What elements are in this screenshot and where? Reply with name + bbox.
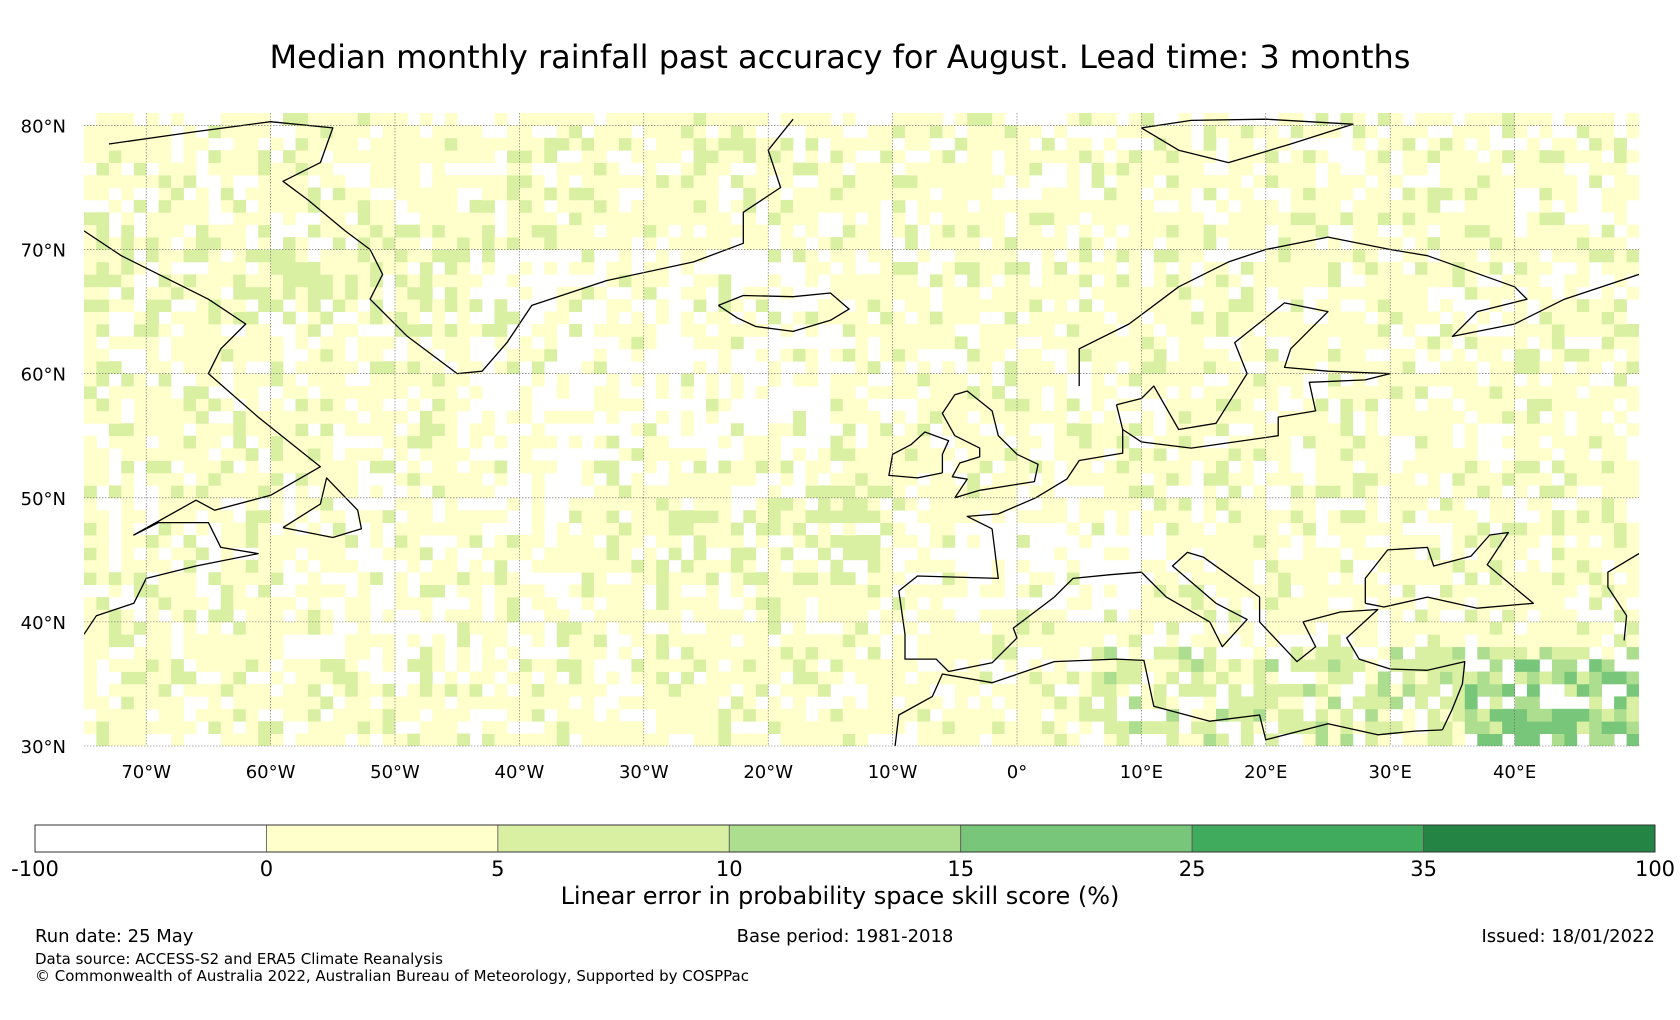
coastlines [84,118,1639,746]
colorbar-segment [497,824,730,853]
baltic-coast [1115,302,1391,449]
lat-tick-label: 80°N [21,116,66,137]
lon-tick-label: 10°E [1120,762,1163,783]
svalbard-coast [1141,118,1354,164]
data-source: Data source: ACCESS-S2 and ERA5 Climate … [35,950,443,968]
copyright: © Commonwealth of Australia 2022, Austra… [35,967,749,985]
colorbar-segment [728,824,962,853]
graticule [84,113,1639,747]
lon-tick-label: 20°E [1244,762,1287,783]
colorbar-tick-label: 35 [1410,857,1437,881]
newfoundland-coast [282,477,363,539]
europe-west-coast [966,429,1124,530]
colorbar-tick-label: -100 [11,857,59,881]
lon-tick-label: 70°W [121,762,171,783]
iberia-coast [898,528,1466,731]
lat-tick-label: 60°N [21,365,66,386]
africa-coast [894,658,1443,746]
lon-tick-label: 0° [1007,762,1027,783]
greenland-coast [108,118,794,375]
colorbar-tick-label: 100 [1635,857,1675,881]
colorbar-frame [34,824,1656,853]
latitude-labels: 80°N 70°N 60°N 50°N 40°N 30°N [21,116,66,758]
lon-tick-label: 30°E [1369,762,1412,783]
colorbar-segment [1423,824,1656,853]
lat-tick-label: 70°N [21,241,66,262]
issued-date: Issued: 18/01/2022 [1481,926,1655,947]
ireland-coast [888,431,950,479]
colorbar-tick-label: 15 [947,857,974,881]
lon-tick-label: 50°W [370,762,420,783]
longitude-labels: 70°W 60°W 50°W 40°W 30°W 20°W 10°W 0° 10°E 20°E 30… [121,762,1536,783]
skill-score-cells [84,113,1639,746]
britain-coast [941,390,1039,499]
colorbar-tick-label: 25 [1179,857,1206,881]
lon-tick-label: 40°W [495,762,545,783]
colorbar-segment [960,824,1193,853]
colorbar-label: Linear error in probability space skill … [560,882,1120,910]
caspian-west-coast [1607,553,1639,641]
colorbar-segment [266,824,499,853]
colorbar-segment [34,824,267,853]
colorbar-tick-label: 10 [716,857,743,881]
lon-tick-label: 40°E [1493,762,1536,783]
lon-tick-label: 30°W [619,762,669,783]
black-sea-coast [1364,531,1534,609]
lon-tick-label: 10°W [868,762,918,783]
colorbar-tick-label: 5 [491,857,504,881]
lon-tick-label: 20°W [743,762,793,783]
colorbar-tick-label: 0 [260,857,273,881]
scandinavia-coast [1078,236,1639,387]
base-period: Base period: 1981-2018 [736,926,954,947]
chart-title: Median monthly rainfall past accuracy fo… [269,38,1411,76]
colorbar: -100 0 5 10 15 25 35 100 [11,824,1675,881]
lat-tick-label: 30°N [21,737,66,758]
lon-tick-label: 60°W [246,762,296,783]
lat-tick-label: 40°N [21,613,66,634]
canada-coast [84,230,322,635]
run-date: Run date: 25 May [35,926,194,947]
lat-tick-label: 50°N [21,489,66,510]
colorbar-segment [1191,824,1424,853]
